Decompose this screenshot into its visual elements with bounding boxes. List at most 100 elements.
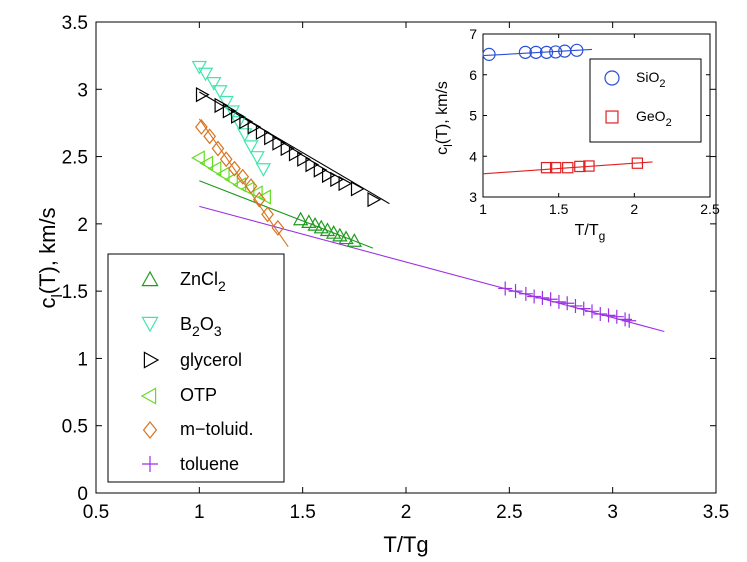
legend-b2o3-sub2: 3: [214, 323, 222, 339]
inset-x-tick-label: 2: [630, 201, 638, 217]
legend-marker-glycerol: [143, 351, 160, 369]
main-legend-markers: [140, 270, 160, 472]
data-point-zncl2: [346, 233, 363, 247]
data-point-toluene: [568, 298, 583, 313]
main-y-tick-label: 3: [77, 80, 88, 101]
data-point-sio2: [549, 45, 563, 59]
data-point-glycerol: [214, 97, 229, 114]
legend-label-toluene: toluene: [180, 454, 239, 474]
legend-label-geo2: GeO2: [636, 108, 672, 129]
data-point-glycerol: [330, 171, 344, 188]
data-point-b2o3: [249, 151, 265, 165]
inset-y-tick-label: 7: [469, 26, 477, 42]
data-point-glycerol: [255, 124, 270, 141]
data-point-geo2: [631, 157, 644, 169]
series-m-toluid-: [195, 119, 285, 236]
data-point-m-toluid-: [203, 128, 217, 145]
data-point-toluene: [518, 286, 533, 301]
data-point-toluene: [576, 301, 591, 316]
fit-line-toluene: [199, 205, 665, 333]
legend-geo2-base: GeO: [636, 108, 666, 124]
legend-b2o3-rest: O: [200, 314, 214, 334]
data-point-geo2: [562, 161, 574, 174]
legend-label-zncl2: ZnCl2: [180, 269, 226, 294]
data-point-glycerol: [264, 130, 278, 146]
data-point-m-toluid-: [236, 168, 250, 185]
fit-line-sio2: [482, 48, 592, 57]
data-point-b2o3: [230, 116, 247, 130]
data-point-glycerol: [313, 162, 328, 178]
main-legend: ZnCl2 B2O3 glycerol OTP m−toluid. toluen…: [107, 253, 285, 483]
data-point-toluene: [535, 290, 550, 305]
data-point-zncl2: [307, 216, 323, 231]
legend-geo2-sub: 2: [666, 117, 672, 129]
main-x-tick-label: 2.5: [496, 502, 522, 523]
data-point-m-toluid-: [261, 206, 274, 223]
inset-x-tick-label: 1.5: [549, 201, 569, 217]
legend-marker-otp: [140, 387, 157, 405]
data-point-sio2: [570, 43, 584, 57]
inset-x-label-sub: g: [599, 229, 606, 243]
main-y-label-prefix: c: [35, 298, 60, 309]
legend-sio2-sub: 2: [659, 78, 665, 90]
legend-marker-b2o3: [141, 316, 159, 333]
legend-b2o3-sub: 2: [192, 323, 200, 339]
main-x-tick-label: 0.5: [83, 502, 109, 523]
legend-zncl2-base: ZnCl: [180, 269, 218, 289]
main-x-axis-label: T/Tg: [383, 532, 428, 557]
main-legend-box: [107, 253, 285, 483]
main-x-tick-label: 3: [607, 502, 618, 523]
inset-legend-box: [589, 58, 702, 143]
inset-x-axis-label: T/Tg: [575, 222, 606, 243]
data-point-glycerol: [288, 146, 303, 162]
data-point-toluene: [551, 294, 566, 309]
legend-label-otp: OTP: [180, 385, 217, 405]
legend-marker-toluene: [142, 456, 158, 472]
fit-line-geo2: [482, 161, 653, 175]
series-sio2: [482, 43, 584, 61]
inset-data-points: [482, 43, 644, 174]
series-geo2: [540, 157, 644, 174]
data-point-sio2: [539, 45, 554, 59]
data-point-toluene: [593, 307, 608, 322]
inset-x-tick-label: 1: [479, 201, 487, 217]
main-y-tick-label: 0.5: [62, 417, 88, 438]
data-point-geo2: [549, 161, 562, 174]
data-point-sio2: [482, 47, 496, 61]
data-point-sio2: [518, 45, 532, 59]
series-b2o3: [191, 60, 272, 177]
data-point-b2o3: [197, 67, 214, 82]
data-point-toluene: [622, 313, 637, 328]
inset-x-label-base: T/T: [575, 222, 599, 239]
data-point-glycerol: [280, 140, 295, 157]
inset-legend-markers: [604, 70, 620, 124]
legend-zncl2-sub: 2: [218, 278, 226, 294]
data-point-glycerol: [297, 151, 311, 167]
data-point-m-toluid-: [219, 151, 233, 168]
data-point-glycerol: [338, 175, 353, 192]
data-point-m-toluid-: [211, 140, 225, 157]
data-point-geo2: [540, 161, 553, 174]
data-point-glycerol: [305, 156, 320, 173]
main-y-tick-label: 1: [77, 349, 88, 370]
inset-y-tick-label: 4: [469, 148, 477, 164]
series-glycerol: [195, 86, 382, 208]
data-point-zncl2: [332, 227, 348, 242]
data-point-otp: [232, 177, 247, 193]
data-point-toluene: [601, 308, 616, 323]
data-point-glycerol: [195, 86, 210, 103]
data-point-zncl2: [292, 211, 309, 226]
data-point-glycerol: [247, 119, 262, 135]
data-point-otp: [199, 155, 214, 171]
data-point-glycerol: [239, 113, 254, 130]
data-point-glycerol: [272, 135, 287, 151]
data-point-otp: [224, 171, 238, 188]
legend-label-glycerol: glycerol: [180, 350, 242, 370]
main-y-label-sub: l: [49, 294, 66, 297]
inset-y-tick-label: 5: [469, 108, 477, 124]
main-axis-ticks: 0.5 1 1.5 2 2.5 3 3.500.511.522.533.5: [62, 13, 730, 523]
main-y-tick-label: 3.5: [62, 13, 88, 34]
data-point-glycerol: [231, 108, 245, 124]
